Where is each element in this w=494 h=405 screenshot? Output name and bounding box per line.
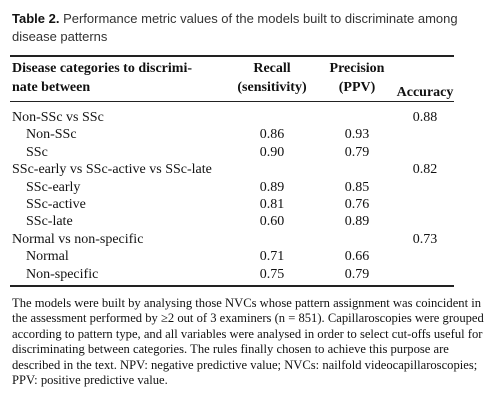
precision: 0.79 bbox=[344, 266, 370, 282]
row-label: SSc bbox=[26, 144, 48, 160]
group-label: Non-SSc vs SSc bbox=[12, 110, 104, 125]
recall: 0.90 bbox=[259, 144, 285, 160]
bottom-rule bbox=[10, 285, 454, 287]
column-header: Disease categories to discrimi- bbox=[12, 61, 192, 76]
footnote: The models were built by analysing those… bbox=[12, 296, 484, 388]
recall: 0.89 bbox=[259, 179, 285, 195]
recall: 0.60 bbox=[259, 214, 285, 230]
accuracy: 0.88 bbox=[412, 110, 438, 125]
recall: 0.81 bbox=[259, 197, 285, 212]
group-label: Normal vs non-specific bbox=[12, 231, 144, 247]
accuracy: 0.73 bbox=[412, 231, 438, 247]
precision: 0.89 bbox=[344, 214, 370, 230]
column-header: Accuracy bbox=[396, 85, 454, 100]
column-header: (sensitivity) bbox=[237, 80, 307, 95]
caption-label: Table 2. bbox=[12, 11, 60, 26]
row-label: SSc-early bbox=[26, 179, 81, 195]
row-label: Non-SSc bbox=[26, 127, 77, 143]
precision: 0.66 bbox=[344, 249, 370, 265]
row-label: SSc-late bbox=[26, 214, 73, 230]
recall: 0.86 bbox=[259, 127, 285, 143]
column-header: (PPV) bbox=[338, 80, 376, 95]
recall: 0.75 bbox=[259, 266, 285, 282]
accuracy: 0.82 bbox=[412, 162, 438, 178]
row-label: SSc-active bbox=[26, 197, 86, 212]
precision: 0.79 bbox=[344, 144, 370, 160]
column-header: Recall bbox=[253, 61, 291, 76]
group-label: SSc-early vs SSc-active vs SSc-late bbox=[12, 162, 212, 178]
recall: 0.71 bbox=[259, 249, 285, 265]
top-rule bbox=[10, 55, 454, 57]
caption-text: Performance metric values of the models … bbox=[12, 11, 458, 44]
column-header: Precision bbox=[329, 61, 385, 76]
row-label: Normal bbox=[26, 249, 69, 265]
precision: 0.76 bbox=[344, 197, 370, 212]
caption: Table 2. Performance metric values of th… bbox=[12, 10, 482, 46]
precision: 0.85 bbox=[344, 179, 370, 195]
column-header: nate between bbox=[12, 80, 91, 95]
precision: 0.93 bbox=[344, 127, 370, 143]
row-label: Non-specific bbox=[26, 266, 99, 282]
header-rule bbox=[10, 101, 454, 102]
